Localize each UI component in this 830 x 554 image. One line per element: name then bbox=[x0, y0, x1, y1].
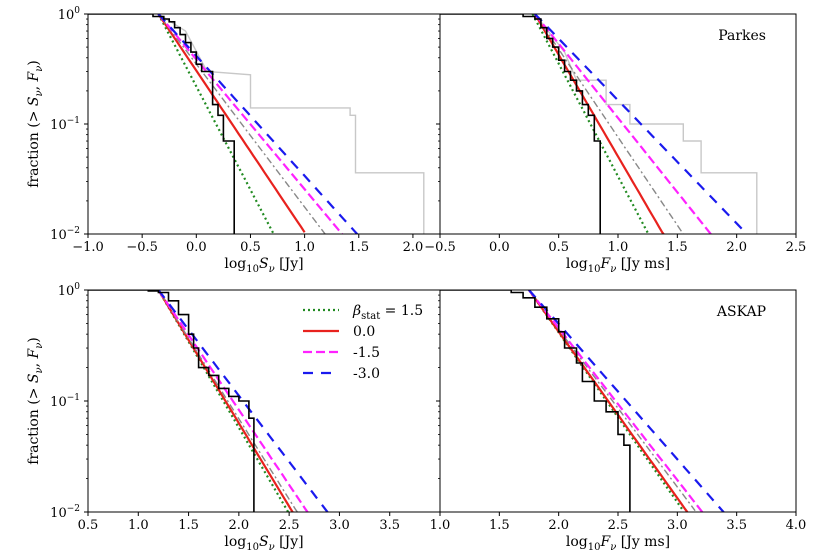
observed-step-line bbox=[88, 14, 235, 234]
series-line-beta_m1_5 bbox=[534, 14, 714, 234]
x-tick-label: 1.0 bbox=[294, 240, 315, 255]
series-line-beta_1_5 bbox=[157, 290, 290, 512]
legend-label: 0.0 bbox=[353, 324, 375, 340]
series-line-reference bbox=[534, 14, 685, 234]
series-line-beta_m3_0 bbox=[157, 290, 329, 512]
legend-label: βstat = 1.5 bbox=[352, 303, 423, 322]
x-tick-label: 2.0 bbox=[548, 518, 569, 533]
y-tick-exponent: −2 bbox=[67, 504, 80, 514]
x-axis-label: log10Fν [Jy ms] bbox=[566, 256, 670, 275]
observed-step-line bbox=[88, 290, 255, 512]
x-tick-label: 2.5 bbox=[279, 518, 300, 533]
x-tick-label: −1.0 bbox=[72, 240, 104, 255]
panel-top-left: −1.0 −0.5 0.0 0.5 1.0 1.5 2.010−210−1100log10S… bbox=[26, 6, 441, 275]
y-axis-label: fraction (> Sν, Fν) bbox=[26, 60, 45, 188]
y-tick-exponent: 0 bbox=[74, 6, 80, 16]
x-tick-label: 3.5 bbox=[379, 518, 400, 533]
x-axis-label: log10Sν [Jy] bbox=[224, 256, 303, 275]
observed-step-line bbox=[440, 14, 601, 234]
axes-frame bbox=[87, 13, 441, 235]
y-tick-label: 10−2 bbox=[50, 504, 80, 521]
observed-step-line bbox=[440, 290, 631, 512]
x-tick-label: 1.5 bbox=[489, 518, 510, 533]
x-tick-label: 2.0 bbox=[726, 240, 747, 255]
y-tick-exponent: 0 bbox=[74, 282, 80, 292]
x-tick-label: 0.0 bbox=[186, 240, 207, 255]
x-tick-label: 1.5 bbox=[348, 240, 369, 255]
panel-top-right: −0.5 0.0 0.5 1.0 1.5 2.0 2.5 log10Fν [Jy ms] Par… bbox=[424, 13, 807, 275]
x-tick-label: 2.5 bbox=[608, 518, 629, 533]
series-line-beta_1_5 bbox=[531, 14, 649, 234]
panel-bottom-left: 0.5 1.0 1.5 2.0 2.5 3.0 3.5 10−2 10−1 100 log10Sν … bbox=[26, 282, 441, 553]
x-tick-label: −0.5 bbox=[424, 240, 456, 255]
x-tick-label: 0.5 bbox=[78, 518, 99, 533]
series-line-beta_0_0 bbox=[157, 290, 294, 512]
x-tick-label: 0.5 bbox=[548, 240, 569, 255]
x-tick-label: 1.5 bbox=[667, 240, 688, 255]
panel-bottom-right: 1.0 1.5 2.0 2.5 3.0 3.5 4.0 log10Fν [Jy ms] ASKA… bbox=[430, 289, 807, 553]
x-tick-label: 3.0 bbox=[667, 518, 688, 533]
observed-alt-step-line bbox=[158, 14, 425, 234]
panel-annotation: ASKAP bbox=[716, 304, 766, 320]
x-tick-label: 2.0 bbox=[229, 518, 250, 533]
series-line-beta_m3_0 bbox=[534, 14, 749, 234]
panel-annotation: Parkes bbox=[718, 28, 766, 44]
x-tick-label: 3.5 bbox=[726, 518, 747, 533]
y-tick-label: 100 bbox=[58, 6, 81, 23]
x-tick-label: 3.0 bbox=[329, 518, 350, 533]
legend: βstat = 1.5 0.0 -1.5 -3.0 bbox=[303, 303, 423, 382]
y-tick-exponent: −2 bbox=[67, 226, 80, 236]
observed-alt-step-line bbox=[534, 14, 758, 234]
legend-label: -1.5 bbox=[353, 345, 380, 361]
series-line-beta_m1_5 bbox=[157, 290, 309, 512]
series-line-beta_m3_0 bbox=[528, 290, 726, 512]
axes-frame bbox=[87, 289, 441, 513]
y-tick-label: 10−1 bbox=[50, 116, 80, 133]
x-axis-label: log10Sν [Jy] bbox=[224, 534, 303, 553]
y-tick-exponent: −1 bbox=[67, 116, 80, 126]
x-axis-label: log10Fν [Jy ms] bbox=[566, 534, 670, 553]
x-tick-label: 1.0 bbox=[128, 518, 149, 533]
series-line-reference bbox=[157, 14, 326, 234]
x-tick-label: 1.5 bbox=[178, 518, 199, 533]
y-tick-label: 100 bbox=[58, 282, 81, 299]
series-line-beta_m1_5 bbox=[528, 290, 705, 512]
y-axis-label: fraction (> Sν, Fν) bbox=[26, 337, 45, 465]
y-tick-label: 10−1 bbox=[50, 393, 80, 410]
series-line-beta_0_0 bbox=[533, 14, 665, 234]
x-tick-label: 0.5 bbox=[240, 240, 261, 255]
x-tick-label: 1.0 bbox=[608, 240, 629, 255]
axes-frame bbox=[439, 13, 797, 235]
series-line-reference bbox=[157, 290, 299, 512]
x-tick-label: 2.0 bbox=[403, 240, 424, 255]
x-tick-label: 4.0 bbox=[786, 518, 807, 533]
plot-area bbox=[88, 290, 329, 512]
series-line-beta_0_0 bbox=[528, 290, 689, 512]
plot-area bbox=[88, 14, 425, 234]
series-line-beta_0_0 bbox=[157, 14, 306, 233]
x-tick-label: 2.5 bbox=[786, 240, 807, 255]
x-tick-label: −0.5 bbox=[126, 240, 158, 255]
y-tick-exponent: −1 bbox=[67, 393, 80, 403]
plot-area bbox=[440, 290, 726, 512]
series-line-beta_m1_5 bbox=[157, 14, 344, 234]
x-tick-label: 1.0 bbox=[430, 518, 451, 533]
series-line-beta_m3_0 bbox=[157, 14, 359, 234]
axes-frame bbox=[439, 289, 797, 513]
x-tick-label: 0.0 bbox=[489, 240, 510, 255]
legend-label: -3.0 bbox=[353, 366, 380, 382]
plot-area bbox=[440, 14, 758, 234]
